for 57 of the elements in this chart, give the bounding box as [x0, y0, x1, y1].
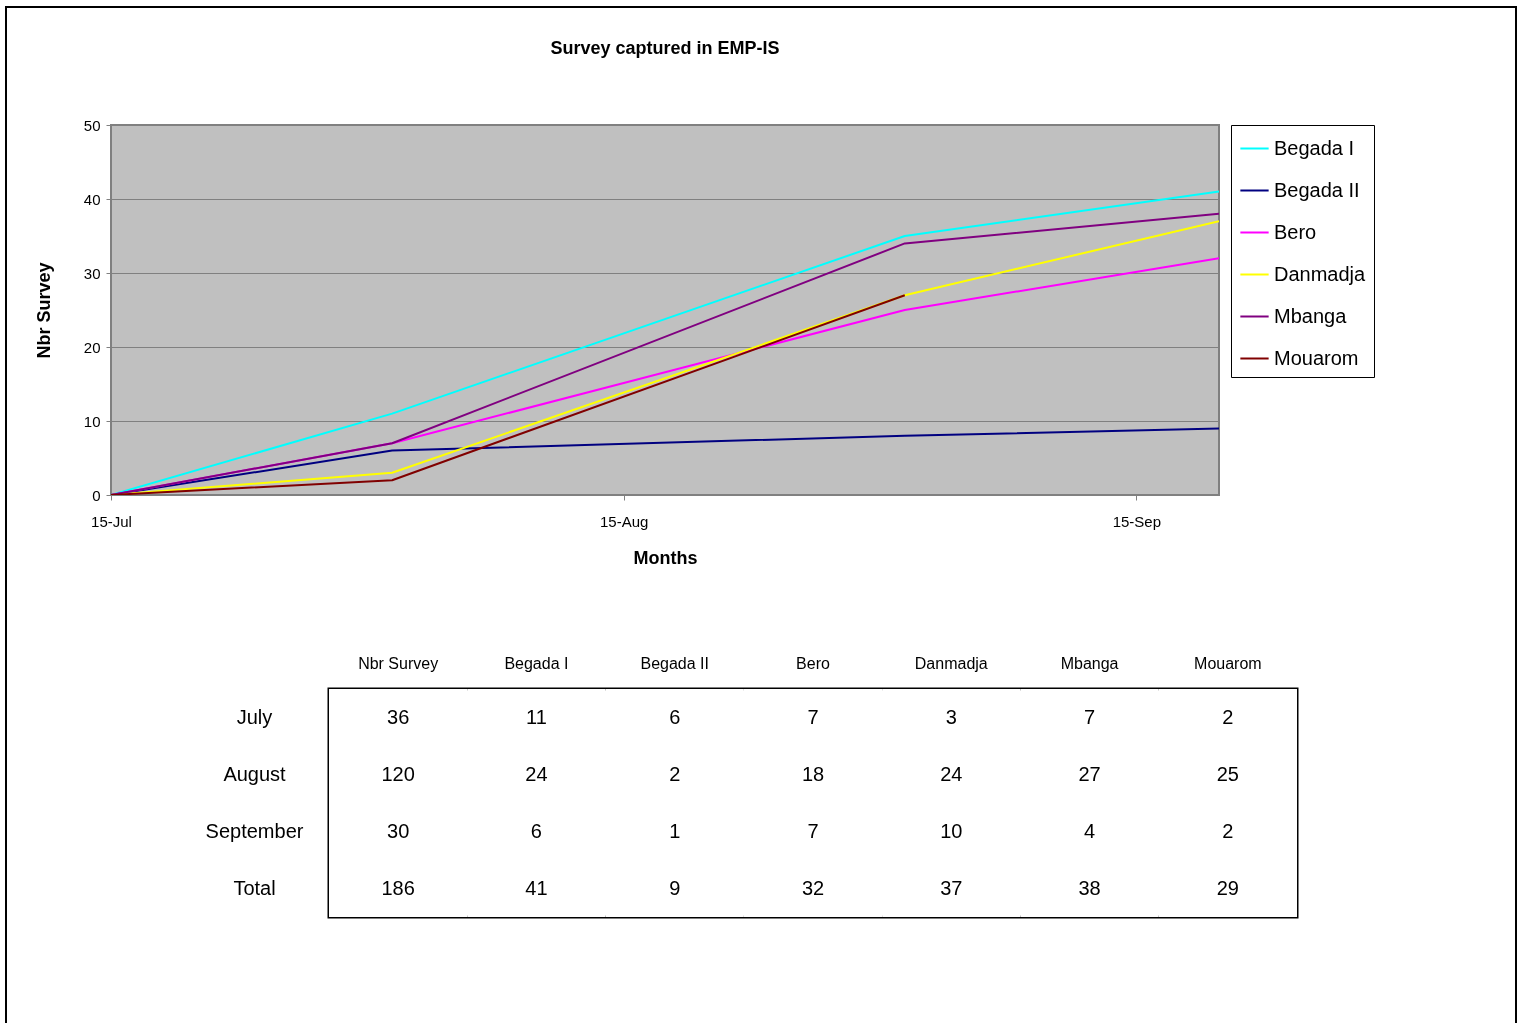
data-label: 7	[1084, 705, 1096, 728]
data-label: 32	[801, 876, 825, 899]
legend-label: Danmadja	[1274, 262, 1367, 285]
y-tick-label: September	[205, 819, 304, 842]
data-label: 2	[669, 762, 681, 785]
data-label: 37	[940, 876, 963, 899]
data-label: 41	[525, 876, 548, 899]
y-tick-label: 40	[83, 190, 101, 208]
x-tick-label: Bero	[796, 654, 830, 672]
data-label: 38	[1078, 876, 1101, 899]
y-tick-label: 50	[83, 116, 101, 134]
y-tick-label: 20	[83, 338, 101, 356]
data-label: 9	[669, 876, 681, 899]
data-label: 27	[1078, 762, 1101, 785]
data-label: 6	[669, 705, 681, 728]
data-label: 10	[940, 819, 963, 842]
data-label: 36	[387, 705, 410, 728]
legend-label: Bero	[1274, 220, 1317, 243]
y-tick-label: Total	[233, 876, 276, 899]
data-label: 4	[1084, 819, 1096, 842]
y-tick-label: July	[236, 705, 273, 728]
data-label: 29	[1216, 876, 1239, 899]
x-tick-label: Begada I	[504, 654, 569, 672]
x-tick-label: 15-Sep	[1112, 512, 1161, 530]
x-tick-label: Nbr Survey	[358, 654, 439, 672]
y-axis-title: Nbr Survey	[33, 262, 54, 359]
x-tick-label: Mouarom	[1194, 654, 1262, 672]
y-tick-label: August	[223, 762, 287, 785]
data-label: 2	[1222, 705, 1234, 728]
data-label: 18	[801, 762, 825, 785]
data-label: 25	[1216, 762, 1239, 785]
chart-title: Survey captured in EMP-IS	[550, 38, 780, 58]
data-label: 7	[807, 819, 819, 842]
y-tick-label: 0	[92, 486, 101, 504]
legend-label: Begada II	[1274, 178, 1360, 201]
data-label: 3	[945, 705, 957, 728]
data-label: 30	[387, 819, 410, 842]
y-tick-label: 10	[83, 412, 101, 430]
data-label: 186	[381, 876, 415, 899]
x-tick-label: Danmadja	[914, 654, 988, 672]
x-tick-label: Mbanga	[1060, 654, 1119, 672]
y-tick-label: 30	[83, 264, 101, 282]
data-label: 24	[940, 762, 963, 785]
legend-label: Mbanga	[1274, 304, 1348, 327]
x-tick-label: 15-Aug	[599, 512, 649, 530]
data-label: 120	[381, 762, 415, 785]
x-tick-label: Begada II	[640, 654, 709, 672]
data-label: 24	[525, 762, 548, 785]
legend-label: Begada I	[1274, 136, 1355, 159]
data-label: 6	[530, 819, 542, 842]
x-tick-label: 15-Jul	[91, 512, 132, 530]
data-label: 1	[669, 819, 681, 842]
data-label: 11	[526, 705, 547, 728]
data-label: 2	[1222, 819, 1234, 842]
legend-label: Mouarom	[1274, 346, 1359, 369]
data-label: 7	[807, 705, 819, 728]
x-axis-title: Months	[633, 547, 698, 568]
